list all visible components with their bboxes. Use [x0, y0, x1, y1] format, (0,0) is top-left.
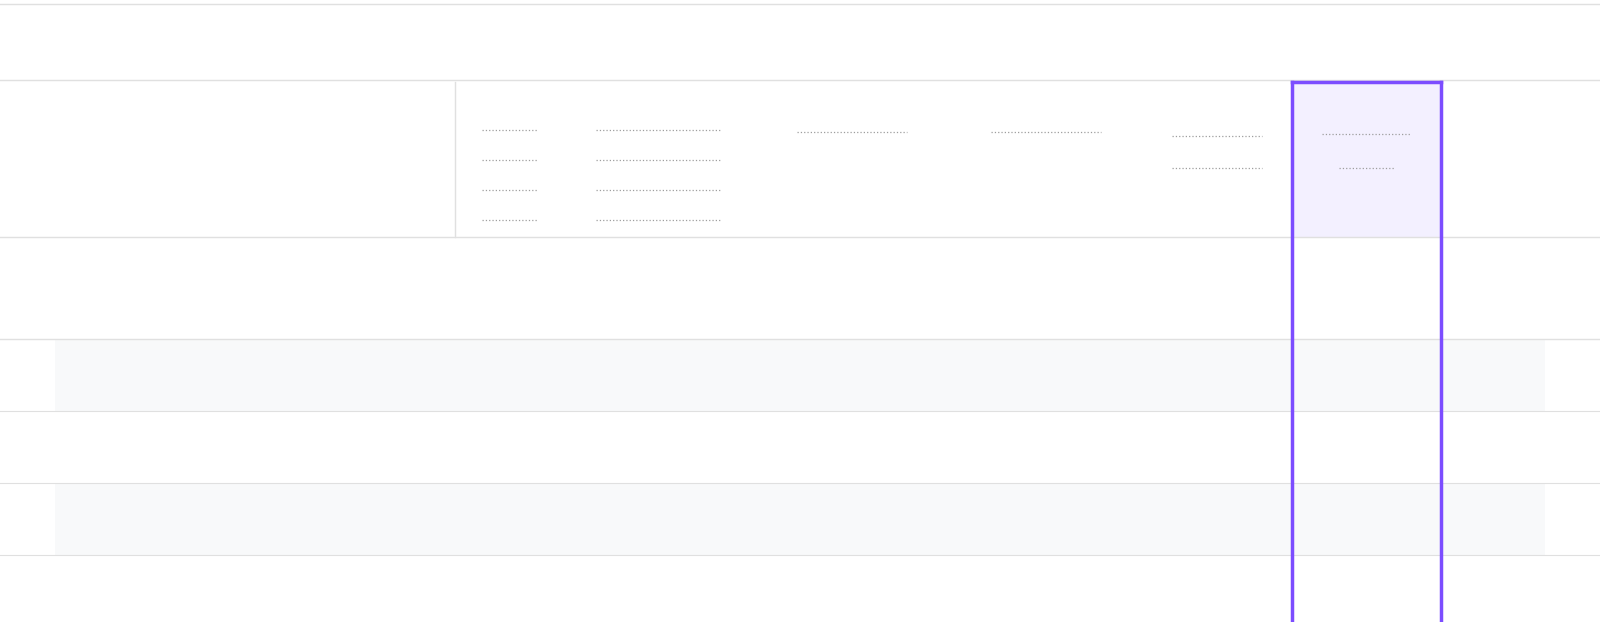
Text: ▾: ▾ — [1094, 140, 1101, 153]
Text: Avg 0%: Avg 0% — [1379, 297, 1430, 311]
Text: 117: 117 — [910, 368, 939, 383]
Text: Page path and screen class: Page path and screen class — [67, 152, 277, 167]
Text: 1m 24s: 1m 24s — [688, 511, 746, 526]
Text: rate: rate — [1349, 142, 1384, 157]
Text: 53s: 53s — [718, 440, 746, 455]
Text: Key events: Key events — [1008, 108, 1083, 122]
Text: Avg 0%: Avg 0% — [693, 297, 746, 311]
Text: 02: 02 — [528, 265, 552, 283]
Text: Average: Average — [630, 108, 686, 122]
Text: ▾: ▾ — [1338, 34, 1346, 50]
Text: 43.75%: 43.75% — [1362, 265, 1430, 283]
Text: ○: ○ — [61, 33, 75, 51]
Text: active user: active user — [621, 198, 698, 212]
Text: revenue: revenue — [1189, 144, 1245, 158]
Text: 59.26%: 59.26% — [1373, 368, 1430, 383]
Text: $0.00: $0.00 — [1238, 368, 1282, 383]
Text: 10: 10 — [1294, 33, 1317, 51]
Text: ws: ws — [534, 108, 554, 122]
Text: $0.00: $0.00 — [1229, 279, 1282, 297]
Text: $0.00: $0.00 — [1238, 511, 1282, 526]
Text: /page-1/: /page-1/ — [67, 440, 131, 455]
Text: 4: 4 — [10, 583, 21, 598]
Text: 25.00: 25.00 — [1090, 368, 1133, 383]
Text: Rows per page:: Rows per page: — [1080, 33, 1208, 51]
Text: ser: ser — [533, 198, 554, 212]
Text: Search...: Search... — [85, 33, 165, 51]
Text: Total: Total — [67, 279, 106, 297]
Text: 1: 1 — [10, 368, 21, 383]
Text: /: / — [67, 368, 72, 383]
Text: engagement: engagement — [614, 138, 702, 152]
Text: 3: 3 — [10, 511, 21, 526]
Text: $0.00: $0.00 — [1238, 440, 1282, 455]
Text: 52: 52 — [920, 440, 939, 455]
Text: ▾: ▾ — [902, 140, 909, 153]
Text: 8.00: 8.00 — [1099, 511, 1133, 526]
Text: Event count: Event count — [811, 108, 894, 122]
Text: /page-2/: /page-2/ — [67, 511, 131, 526]
Text: 0%: 0% — [1406, 583, 1430, 598]
Text: 00: 00 — [533, 511, 552, 526]
Text: 47.00: 47.00 — [1080, 265, 1133, 283]
Text: time per: time per — [629, 168, 688, 182]
Text: 0s: 0s — [728, 583, 746, 598]
Text: 3: 3 — [930, 583, 939, 598]
Text: 00: 00 — [533, 583, 552, 598]
Text: +: + — [418, 150, 434, 169]
Text: 38s: 38s — [712, 265, 746, 283]
Text: 00: 00 — [533, 440, 552, 455]
Text: Bounce: Bounce — [1334, 108, 1398, 123]
Text: er: er — [539, 138, 554, 152]
Text: 12.5%: 12.5% — [1382, 511, 1430, 526]
Text: 14.00: 14.00 — [1090, 440, 1133, 455]
Text: 100% of total: 100% of total — [1038, 297, 1133, 311]
Text: Total: Total — [1202, 112, 1234, 126]
Text: ▾: ▾ — [387, 152, 394, 167]
Text: /contact/: /contact/ — [67, 583, 134, 598]
Text: 0.00: 0.00 — [1099, 583, 1133, 598]
Text: All events: All events — [818, 140, 886, 154]
Text: 96: 96 — [533, 368, 552, 383]
Text: 0%: 0% — [530, 297, 552, 311]
Text: 2: 2 — [10, 440, 21, 455]
Text: All events: All events — [1011, 140, 1080, 154]
Text: 14s: 14s — [718, 368, 746, 383]
Text: 32: 32 — [920, 511, 939, 526]
Text: ive: ive — [533, 168, 554, 182]
Text: 100% of total: 100% of total — [845, 297, 939, 311]
Text: 1-4 of 4: 1-4 of 4 — [1386, 33, 1450, 51]
Text: 204: 204 — [904, 265, 939, 283]
Text: $0.00: $0.00 — [1238, 583, 1282, 598]
Text: 28.57%: 28.57% — [1373, 440, 1430, 455]
